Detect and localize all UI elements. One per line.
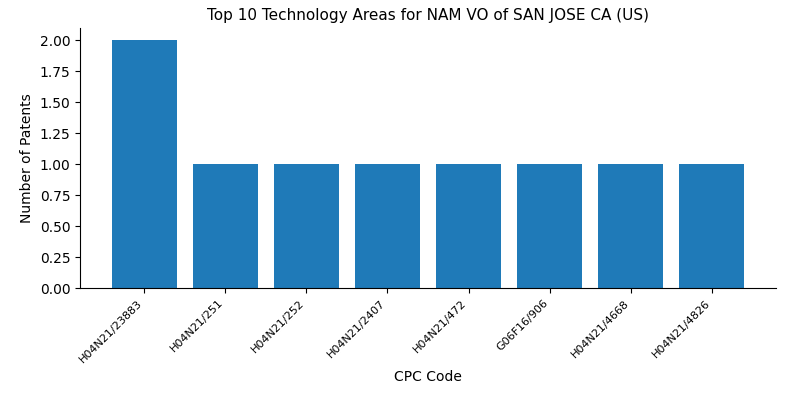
Bar xyxy=(193,164,258,288)
Bar xyxy=(518,164,582,288)
Bar xyxy=(598,164,663,288)
Bar xyxy=(355,164,420,288)
Bar xyxy=(112,40,177,288)
Bar xyxy=(274,164,338,288)
Y-axis label: Number of Patents: Number of Patents xyxy=(20,93,34,223)
X-axis label: CPC Code: CPC Code xyxy=(394,370,462,384)
Bar xyxy=(679,164,744,288)
Bar xyxy=(436,164,501,288)
Title: Top 10 Technology Areas for NAM VO of SAN JOSE CA (US): Top 10 Technology Areas for NAM VO of SA… xyxy=(207,8,649,23)
